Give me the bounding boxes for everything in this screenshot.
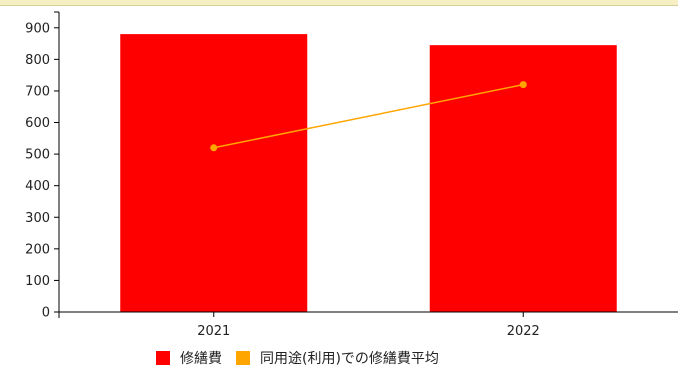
x-tick-label: 2022 (507, 324, 540, 339)
top-border-strip (0, 0, 678, 6)
legend-label-1: 同用途(利用)での修繕費平均 (260, 350, 439, 367)
y-tick-label: 200 (25, 242, 50, 257)
y-tick-label: 700 (25, 84, 50, 99)
legend-label-0: 修繕費 (180, 351, 222, 367)
legend-swatch-0 (156, 351, 170, 365)
bar-2021 (120, 34, 308, 313)
y-tick-label: 900 (25, 21, 50, 36)
y-tick-label: 0 (42, 306, 50, 321)
y-tick-label: 500 (25, 148, 50, 163)
average-line (213, 83, 524, 149)
bar-2022 (429, 45, 617, 312)
y-tick-label: 600 (25, 116, 50, 131)
average-point-2022 (519, 81, 527, 89)
y-tick-label: 100 (25, 274, 50, 289)
y-tick-label: 800 (25, 53, 50, 68)
legend-swatch-1 (236, 351, 250, 365)
average-point-2021 (210, 144, 218, 152)
x-tick-label: 2021 (197, 324, 230, 339)
y-tick-label: 300 (25, 211, 50, 226)
y-tick-label: 400 (25, 179, 50, 194)
